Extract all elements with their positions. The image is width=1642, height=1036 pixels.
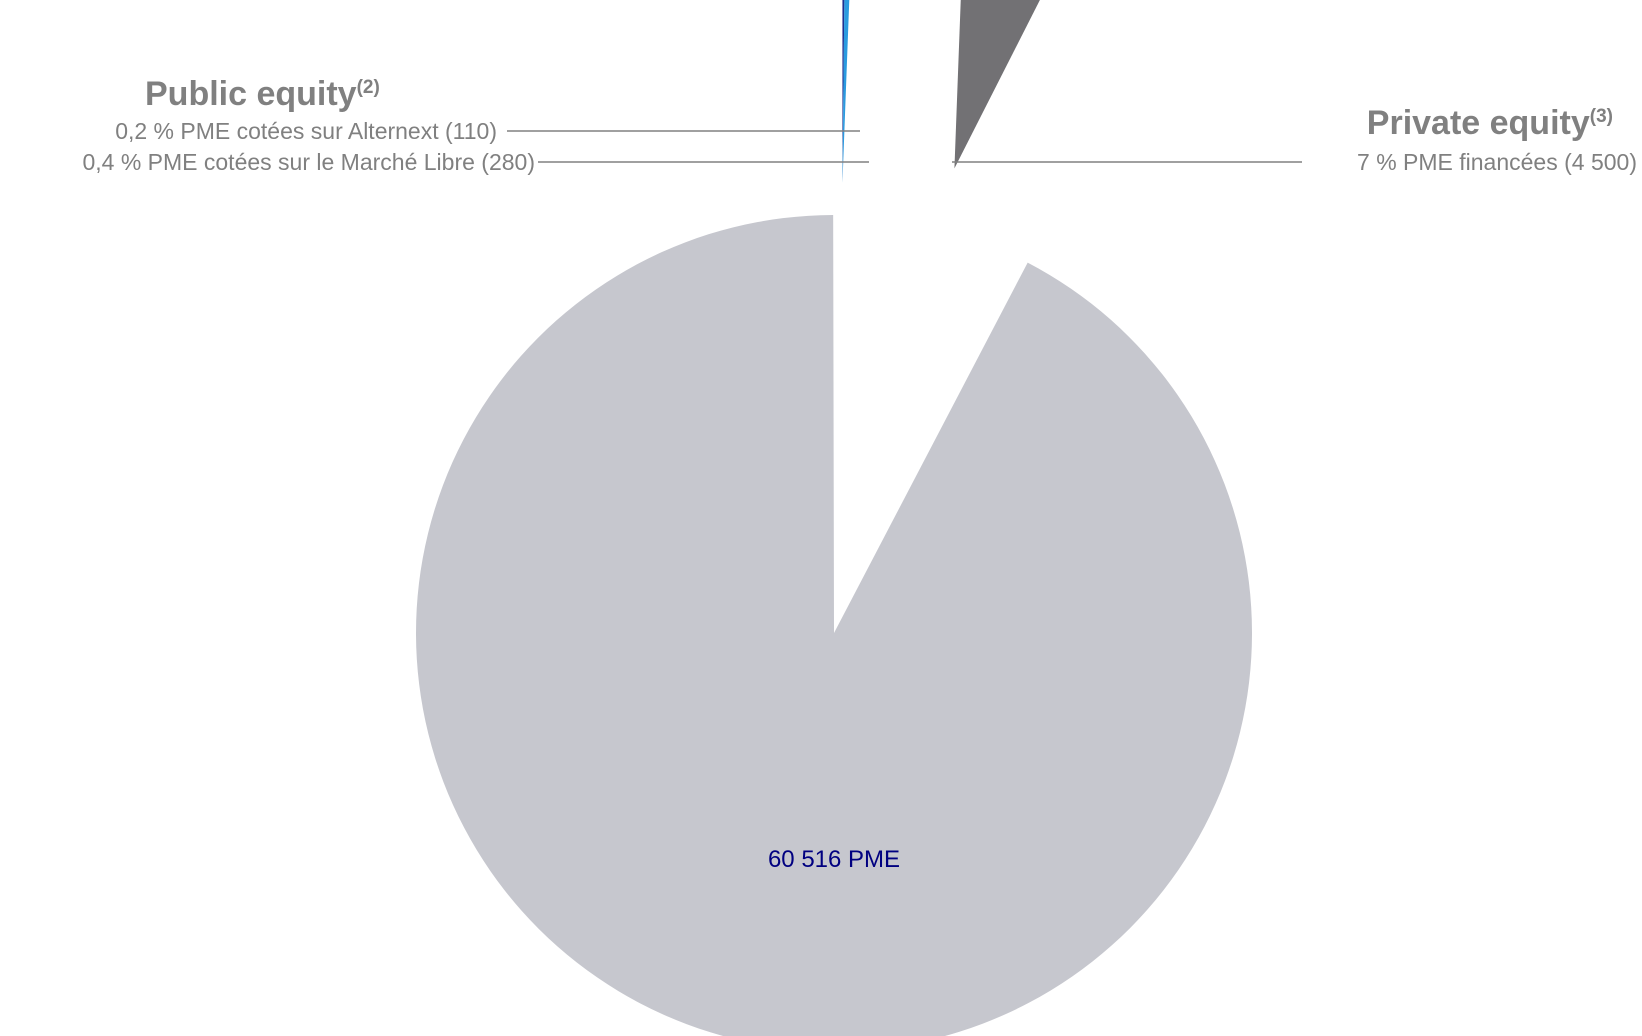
pie-slice-3 — [416, 215, 1252, 1036]
pie-slices — [416, 0, 1252, 1036]
public-equity-footnote: (2) — [357, 77, 380, 98]
pie-slice-2 — [954, 0, 1040, 169]
slice-label-marche-libre: 0,4 % PME cotées sur le Marché Libre (28… — [82, 149, 535, 175]
private-equity-title: Private equity(3) — [1367, 104, 1613, 142]
public-equity-title-text: Public equity — [145, 75, 357, 113]
slice-label-remaining: 60 516 PME — [768, 846, 900, 873]
pie-slice-0 — [842, 0, 845, 184]
slice-label-private: 7 % PME financées (4 500) — [1357, 149, 1637, 175]
private-equity-footnote: (3) — [1590, 106, 1613, 127]
private-equity-title-text: Private equity — [1367, 104, 1590, 142]
public-equity-title: Public equity(2) — [145, 75, 380, 113]
slice-label-alternext: 0,2 % PME cotées sur Alternext (110) — [115, 118, 497, 144]
pie-slice-1 — [842, 0, 850, 184]
